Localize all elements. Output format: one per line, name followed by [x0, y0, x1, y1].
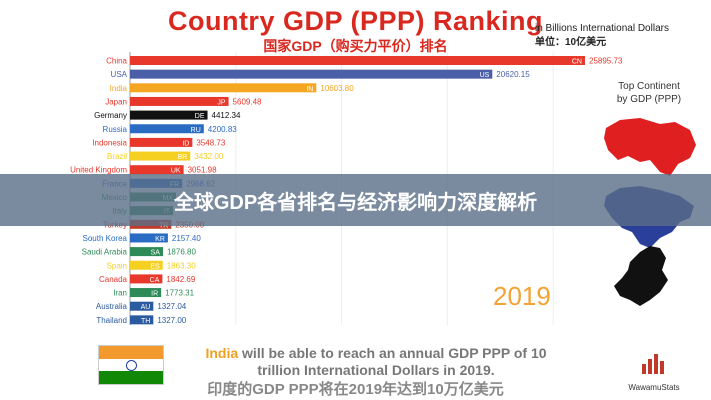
category-label: Russia [103, 125, 128, 134]
continent-panel-title: Top Continent by GDP (PPP) [594, 80, 704, 106]
value-label: 1773.31 [165, 289, 194, 298]
brand-logo: WawamuStats [614, 350, 694, 392]
value-label: 3432.00 [194, 152, 223, 161]
value-label: 5609.48 [233, 97, 262, 106]
chart-title: Country GDP (PPP) Ranking [167, 6, 544, 36]
year-label: 2019 [493, 281, 551, 311]
caption-highlight: India [205, 345, 239, 361]
bar [130, 96, 229, 106]
category-label: Spain [107, 261, 127, 270]
value-label: 3548.73 [196, 138, 225, 147]
bar [130, 233, 168, 243]
bar [130, 69, 493, 79]
europe-map-icon [614, 246, 668, 306]
category-label: Germany [94, 111, 127, 120]
overlay-banner [0, 174, 711, 226]
category-label: Indonesia [92, 138, 127, 147]
category-label: South Korea [83, 234, 128, 243]
value-label: 1863.30 [167, 261, 196, 270]
bar [130, 137, 193, 147]
bar [130, 260, 163, 270]
chart-subtitle-cn: 国家GDP（购买力平价）排名 [263, 38, 448, 54]
asia-map-icon [604, 118, 696, 176]
overlay-banner-text: 全球GDP各省排名与经济影响力深度解析 [173, 192, 538, 214]
bar-code-label: ID [182, 140, 189, 147]
units-cn: 单位：10亿美元 [535, 37, 607, 48]
bar-code-label: JP [217, 99, 226, 106]
value-label: 25895.73 [589, 57, 623, 66]
value-label: 4412.34 [212, 111, 241, 120]
value-label: 3051.98 [188, 166, 217, 175]
category-label: Saudi Arabia [82, 248, 128, 257]
category-label: USA [111, 70, 128, 79]
category-label: India [110, 84, 128, 93]
bar [130, 110, 208, 120]
value-label: 4200.83 [208, 125, 237, 134]
bar [130, 247, 163, 257]
caption-text: India will be able to reach an annual GD… [196, 345, 556, 379]
value-label: 1876.80 [167, 248, 196, 257]
category-label: China [106, 57, 127, 66]
bar-code-label: KR [155, 236, 165, 243]
bar-code-label: ES [150, 263, 160, 270]
bar-code-label: IN [306, 86, 313, 93]
bar [130, 288, 162, 298]
bar-code-label: UK [171, 168, 181, 175]
bar-code-label: AU [141, 304, 151, 311]
category-label: Japan [105, 97, 127, 106]
bar [130, 56, 585, 65]
chakra-icon [126, 359, 137, 371]
bar [130, 301, 154, 311]
category-label: United Kingdom [70, 166, 127, 175]
bar [130, 315, 154, 325]
bar-code-label: IR [151, 291, 158, 298]
india-flag-icon [98, 345, 164, 385]
bar-code-label: CN [572, 59, 582, 66]
continent-title-line1: Top Continent [618, 81, 680, 92]
bar-code-label: DE [195, 113, 205, 120]
bar-code-label: TH [141, 318, 150, 325]
value-label: 20620.15 [496, 70, 530, 79]
value-label: 10603.80 [320, 84, 354, 93]
category-label: Iran [113, 289, 127, 298]
units-en: in Billions International Dollars [535, 23, 669, 34]
bar [130, 165, 184, 175]
bar-chart-logo-icon [642, 354, 664, 374]
value-label: 1327.04 [157, 302, 186, 311]
brand-name: WawamuStats [628, 383, 680, 392]
continent-title-line2: by GDP (PPP) [616, 94, 682, 105]
value-label: 2157.40 [172, 234, 201, 243]
bar [130, 151, 191, 161]
bar-code-label: BR [178, 154, 188, 161]
category-label: Australia [96, 302, 128, 311]
bar [130, 124, 204, 134]
category-label: Canada [99, 275, 128, 284]
value-label: 1327.00 [157, 316, 186, 325]
bar-code-label: CA [150, 277, 160, 284]
units-label: in Billions International Dollars 单位：10亿… [535, 22, 669, 50]
caption-rest: will be able to reach an annual GDP PPP … [238, 345, 547, 378]
value-label: 1842.69 [166, 275, 195, 284]
bar [130, 274, 163, 284]
caption-cn: 印度的GDP PPP将在2019年达到10万亿美元 [207, 381, 504, 398]
category-label: Thailand [96, 316, 127, 325]
bar-code-label: US [480, 72, 490, 79]
category-label: Brazil [107, 152, 127, 161]
bar-code-label: RU [191, 127, 201, 134]
bar [130, 83, 317, 93]
bar-code-label: SA [151, 250, 161, 257]
